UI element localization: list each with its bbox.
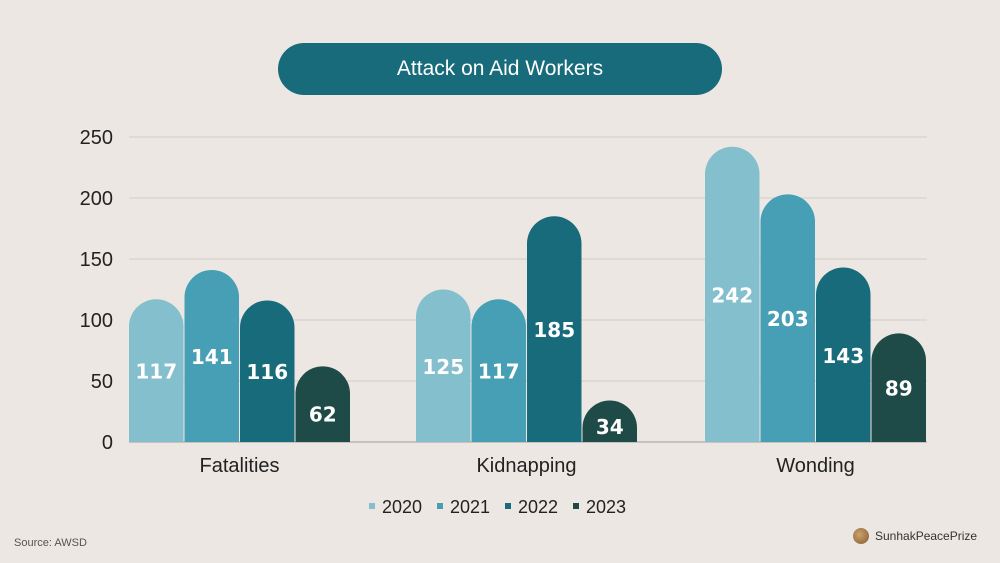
data-label: 143 bbox=[822, 344, 864, 368]
bar-fatalities-2021 bbox=[184, 269, 239, 442]
bar-kidnapping-2023 bbox=[582, 400, 637, 442]
bar-kidnapping-2020 bbox=[416, 289, 471, 442]
data-label: 185 bbox=[533, 318, 575, 342]
y-tick-label: 50 bbox=[91, 371, 113, 393]
legend-swatch bbox=[505, 503, 511, 509]
legend-swatch bbox=[369, 503, 375, 509]
bar-fatalities-2023 bbox=[295, 366, 350, 442]
brand-mark: SunhakPeacePrize bbox=[853, 528, 977, 544]
legend-label: 2022 bbox=[518, 497, 558, 517]
bar-kidnapping-2021 bbox=[471, 299, 526, 442]
chart-title: Attack on Aid Workers bbox=[278, 43, 722, 95]
data-labels: 117 141 116 62 125 117 185 34 242 203 143 89 bbox=[135, 283, 912, 439]
bar-wonding-2021 bbox=[760, 194, 815, 442]
y-axis-labels: 0 50 100 150 200 250 bbox=[80, 127, 113, 454]
legend-label: 2023 bbox=[586, 497, 626, 517]
data-label: 116 bbox=[246, 360, 288, 384]
data-label: 203 bbox=[767, 307, 809, 331]
x-category-label: Kidnapping bbox=[476, 455, 576, 477]
x-category-label: Fatalities bbox=[199, 455, 279, 477]
data-label: 117 bbox=[478, 360, 520, 384]
legend-label: 2020 bbox=[382, 497, 422, 517]
data-label: 34 bbox=[596, 415, 624, 439]
legend-swatch bbox=[573, 503, 579, 509]
bar-wonding-2022 bbox=[816, 267, 871, 442]
bar-wonding-2023 bbox=[871, 333, 926, 442]
y-tick-label: 0 bbox=[102, 432, 113, 454]
legend-label: 2021 bbox=[450, 497, 490, 517]
data-label: 242 bbox=[711, 283, 753, 307]
bar-fatalities-2022 bbox=[240, 300, 295, 442]
data-label: 89 bbox=[885, 377, 913, 401]
x-axis-labels: Fatalities Kidnapping Wonding bbox=[199, 455, 854, 477]
bars bbox=[129, 146, 926, 442]
bar-kidnapping-2022 bbox=[527, 216, 582, 442]
y-tick-label: 250 bbox=[80, 127, 113, 149]
bar-fatalities-2020 bbox=[129, 299, 184, 442]
brand-name: SunhakPeacePrize bbox=[875, 529, 978, 543]
data-label: 141 bbox=[191, 345, 233, 369]
data-label: 117 bbox=[135, 360, 177, 384]
bar-wonding-2020 bbox=[705, 146, 760, 442]
source-note: Source: AWSD bbox=[14, 537, 87, 549]
y-tick-label: 200 bbox=[80, 188, 113, 210]
data-label: 62 bbox=[309, 402, 337, 426]
legend-swatch bbox=[437, 503, 443, 509]
legend: 2020 2021 2022 2023 bbox=[369, 497, 626, 517]
data-label: 125 bbox=[422, 355, 464, 379]
x-category-label: Wonding bbox=[776, 455, 855, 477]
y-tick-label: 150 bbox=[80, 249, 113, 271]
brand-logo-icon bbox=[853, 528, 869, 544]
y-tick-label: 100 bbox=[80, 310, 113, 332]
